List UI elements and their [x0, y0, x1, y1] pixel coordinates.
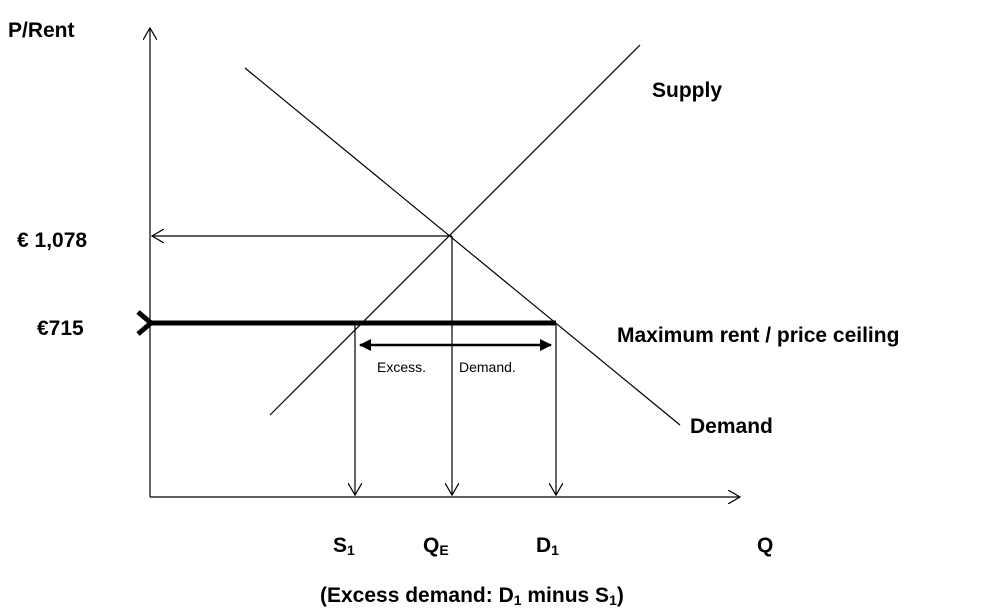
- subscript: E: [439, 542, 448, 558]
- caption: (Excess demand: D1 minus S1): [320, 584, 624, 608]
- subscript: 1: [514, 592, 522, 608]
- quantity-label: D1: [536, 534, 559, 558]
- letter: D: [536, 534, 551, 557]
- ceiling-label: Maximum rent / price ceiling: [617, 324, 899, 347]
- equilibrium-price: € 1,078: [17, 229, 87, 252]
- letter: S: [333, 534, 347, 557]
- caption-part: ): [617, 584, 624, 607]
- subscript: 1: [551, 542, 559, 558]
- quantity-label: QE: [423, 534, 449, 558]
- caption-part: (Excess demand: D: [320, 584, 514, 607]
- y-axis-label: P/Rent: [8, 19, 75, 42]
- gap-label: Demand.: [459, 359, 516, 375]
- x-axis-label: Q: [757, 534, 773, 557]
- demand-label: Demand: [690, 415, 773, 438]
- supply-label: Supply: [652, 79, 722, 102]
- quantity-label: S1: [333, 534, 355, 558]
- ceiling-price: €715: [37, 317, 84, 340]
- letter: Q: [423, 534, 439, 557]
- supply-curve: [269, 44, 641, 416]
- subscript: 1: [347, 542, 355, 558]
- demand-curve: [244, 67, 681, 426]
- caption-part: minus S: [522, 584, 610, 607]
- subscript: 1: [609, 592, 617, 608]
- gap-label: Excess.: [377, 359, 426, 375]
